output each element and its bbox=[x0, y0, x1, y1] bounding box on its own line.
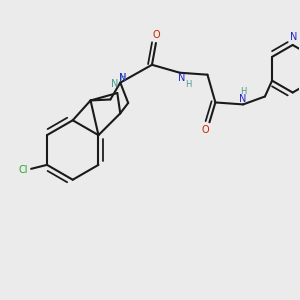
Text: N: N bbox=[178, 73, 185, 83]
Text: Cl: Cl bbox=[19, 165, 28, 175]
Text: N: N bbox=[290, 32, 297, 42]
Text: N: N bbox=[118, 73, 126, 83]
Text: N: N bbox=[239, 94, 247, 104]
Text: H: H bbox=[119, 73, 125, 82]
Text: O: O bbox=[202, 125, 209, 135]
Text: H: H bbox=[185, 80, 192, 89]
Text: N: N bbox=[111, 79, 118, 89]
Text: H: H bbox=[240, 87, 246, 96]
Text: O: O bbox=[152, 30, 160, 40]
